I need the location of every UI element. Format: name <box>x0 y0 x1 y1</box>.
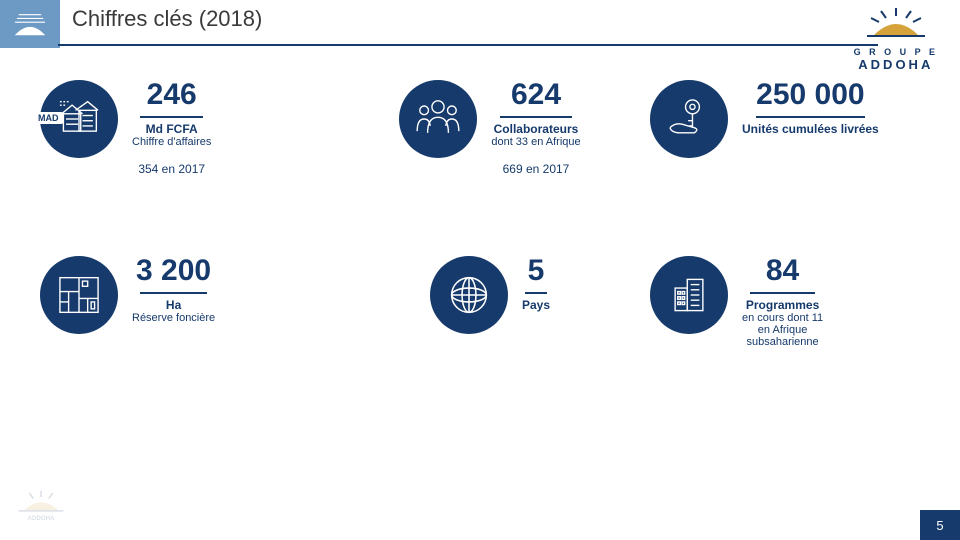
people-icon <box>399 80 477 158</box>
company-logo: G R O U P E ADDOHA <box>854 6 938 72</box>
logo-line2: ADDOHA <box>854 57 938 72</box>
svg-text:ADDOHA: ADDOHA <box>27 515 55 522</box>
stat-label1: Unités cumulées livrées <box>742 122 879 136</box>
footer-logo: ADDOHA <box>14 489 68 530</box>
stat-value: 5 <box>528 256 545 286</box>
stat-prev: 669 en 2017 <box>503 162 570 176</box>
floorplan-icon <box>40 256 118 334</box>
stat-value: 250 000 <box>756 80 864 110</box>
stat-label1: Collaborateurs <box>494 122 579 136</box>
stat-units: 250 000 Unités cumulées livrées <box>640 80 940 176</box>
header: Chiffres clés (2018) G R O U P E ADDOHA <box>0 0 960 62</box>
stat-prev: 354 en 2017 <box>138 162 205 176</box>
header-tab-icon <box>0 0 60 48</box>
stat-countries: 5 Pays <box>340 256 640 348</box>
logo-line1: G R O U P E <box>854 47 938 57</box>
stat-revenue: MAD 246 Md FCFA Chiffre d'affaires 354 e… <box>40 80 340 176</box>
stat-label1: Pays <box>522 298 550 312</box>
stats-grid: MAD 246 Md FCFA Chiffre d'affaires 354 e… <box>40 80 940 348</box>
tower-icon <box>650 256 728 334</box>
globe-icon <box>430 256 508 334</box>
stat-value: 624 <box>511 80 561 110</box>
stat-label1: Programmes <box>746 298 819 312</box>
stat-value: 3 200 <box>136 256 211 286</box>
page-title: Chiffres clés (2018) <box>72 6 262 32</box>
key-hand-icon <box>650 80 728 158</box>
title-underline <box>58 44 878 46</box>
stat-label2: Chiffre d'affaires <box>132 136 211 148</box>
stat-label2: Réserve foncière <box>132 312 215 324</box>
stat-value: 84 <box>766 256 799 286</box>
stat-collaborators: 624 Collaborateurs dont 33 en Afrique 66… <box>340 80 640 176</box>
buildings-icon: MAD <box>40 80 118 158</box>
stat-label1: Ha <box>166 298 181 312</box>
stat-label2: dont 33 en Afrique <box>491 136 580 148</box>
stat-value: 246 <box>147 80 197 110</box>
stat-label1: Md FCFA <box>146 122 198 136</box>
stat-land: 3 200 Ha Réserve foncière <box>40 256 340 348</box>
stat-programs: 84 Programmes en cours dont 11 en Afriqu… <box>640 256 940 348</box>
mad-tag: MAD <box>34 112 63 124</box>
page-number: 5 <box>920 510 960 540</box>
stat-label2: en cours dont 11 en Afrique subsaharienn… <box>742 312 823 348</box>
